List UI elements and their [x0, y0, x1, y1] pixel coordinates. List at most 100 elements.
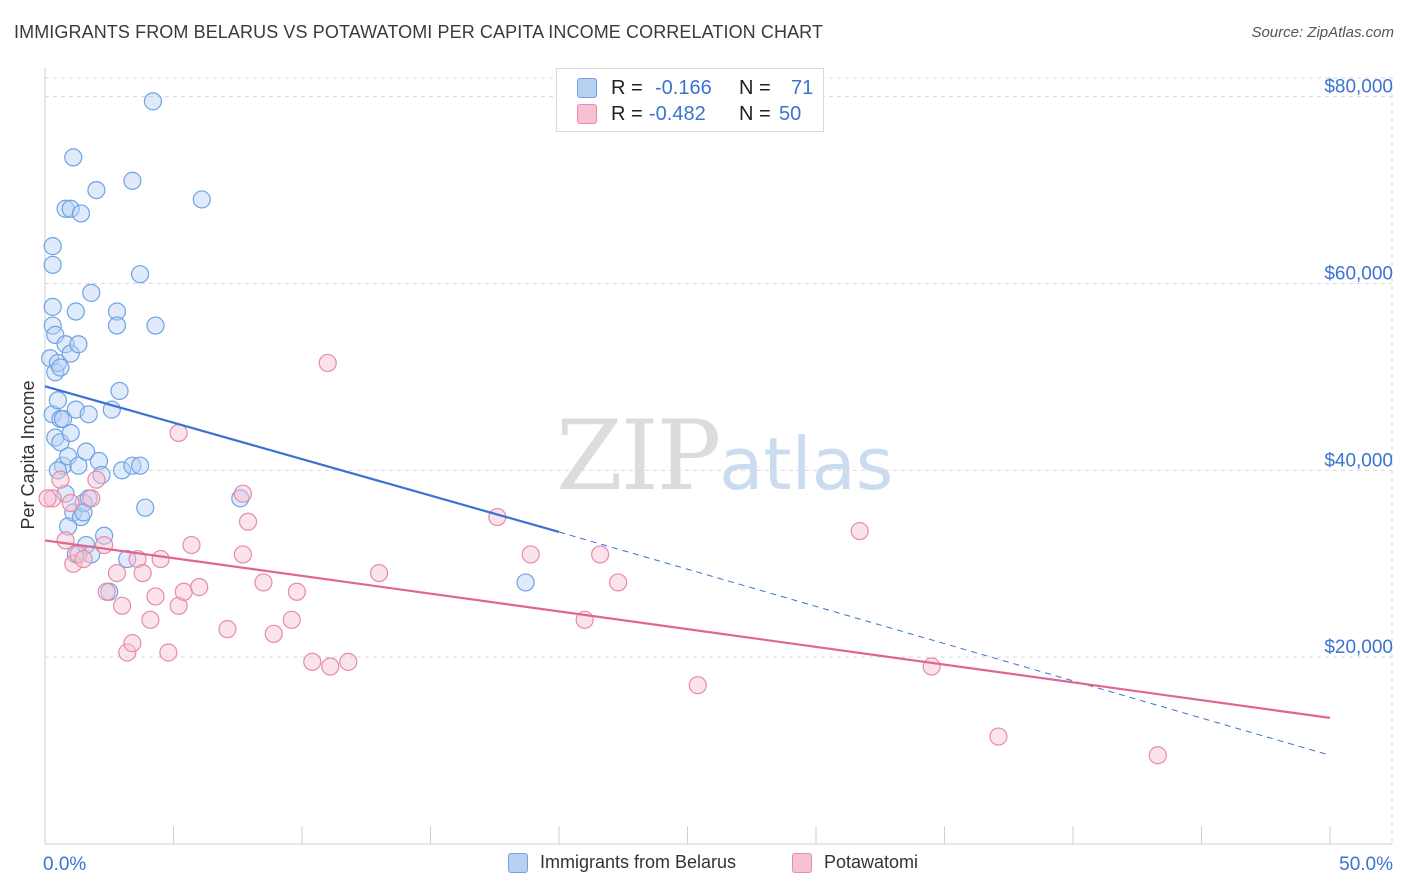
data-point [233, 484, 252, 503]
series-legend: Immigrants from Belarus Potawatomi [0, 852, 1406, 878]
y-axis-label: Per Capita Income [18, 380, 38, 529]
source-label: Source: ZipAtlas.com [1251, 24, 1394, 41]
x-tick-label-max: 50.0% [1339, 854, 1393, 875]
legend-item-belarus[interactable]: Immigrants from Belarus [508, 852, 736, 873]
trend-line-potawatomi [44, 539, 1331, 719]
data-point [850, 521, 869, 541]
data-point [61, 344, 80, 363]
data-point [107, 316, 127, 335]
data-point [82, 283, 101, 302]
y-tick-label: $80,000 [1324, 77, 1393, 98]
data-point [74, 503, 93, 522]
n-value-potawatomi: 50 [779, 102, 802, 125]
data-point [59, 447, 78, 466]
data-point [43, 489, 62, 508]
data-point [151, 549, 170, 569]
watermark: ZIPatlas [556, 400, 893, 512]
data-point [43, 297, 62, 316]
legend-swatch-potawatomi [792, 852, 812, 873]
x-tick-label-min: 0.0% [43, 854, 86, 875]
y-tick-label: $60,000 [1324, 264, 1393, 285]
data-point [318, 353, 337, 373]
data-point [143, 92, 163, 111]
data-point [61, 493, 80, 513]
watermark-atlas: atlas [719, 422, 894, 506]
n-label: N = [739, 102, 771, 125]
legend-swatch-belarus [508, 852, 528, 873]
data-point [521, 545, 540, 564]
data-point [107, 563, 127, 583]
r-value-belarus: -0.166 [655, 76, 712, 99]
legend-row-potawatomi: R = -0.482 N = 50 [577, 101, 801, 127]
data-point [89, 451, 109, 471]
data-point [133, 563, 152, 583]
data-point [64, 148, 83, 167]
data-point [169, 423, 188, 443]
data-point [136, 498, 155, 517]
data-point [169, 596, 188, 615]
data-point [370, 563, 389, 583]
data-point [989, 727, 1008, 746]
data-point [146, 316, 165, 335]
correlation-legend: R = -0.166 N = 71 R = -0.482 N = 50 [556, 68, 824, 132]
data-point [87, 470, 106, 489]
data-point [74, 549, 93, 569]
r-label: R = [611, 76, 643, 99]
data-point [77, 442, 96, 461]
data-point [159, 643, 178, 662]
data-point [118, 549, 137, 569]
data-points [38, 92, 1167, 765]
data-point [46, 325, 65, 344]
data-point [59, 517, 78, 536]
data-point [82, 489, 101, 508]
data-point [64, 554, 83, 573]
trend-lines [44, 385, 1331, 756]
data-point [123, 634, 142, 653]
legend-swatch-potawatomi [577, 104, 597, 124]
data-point [182, 535, 201, 555]
data-point [56, 531, 75, 550]
data-point [43, 237, 62, 256]
grid-lines [45, 77, 1393, 844]
data-point [61, 423, 80, 443]
n-value-belarus: 71 [791, 76, 814, 99]
r-value-potawatomi: -0.482 [649, 102, 706, 125]
axes [44, 68, 1392, 845]
data-point [303, 652, 322, 671]
data-point [48, 391, 67, 410]
data-point [112, 461, 132, 480]
data-point [516, 573, 535, 592]
data-point [51, 358, 70, 377]
watermark-zip: ZIP [556, 400, 721, 512]
data-point [87, 180, 106, 200]
data-point [238, 512, 258, 531]
data-point [218, 620, 237, 639]
data-point [282, 610, 301, 629]
data-point [97, 582, 116, 601]
data-point [922, 657, 941, 676]
data-point [190, 578, 209, 597]
data-point [118, 643, 137, 662]
data-point [287, 582, 306, 601]
data-point [609, 573, 628, 592]
data-point [123, 171, 142, 190]
data-point [233, 545, 252, 564]
data-point [123, 456, 142, 475]
data-point [321, 657, 340, 676]
legend-item-potawatomi[interactable]: Potawatomi [792, 852, 918, 873]
data-point [174, 582, 193, 601]
data-point [95, 535, 114, 555]
data-point [110, 381, 129, 401]
trend-line-belarus [44, 385, 560, 534]
data-point [339, 652, 358, 671]
data-point [254, 573, 273, 592]
data-point [192, 190, 211, 209]
y-tick-label: $20,000 [1324, 637, 1393, 658]
data-point [69, 456, 88, 475]
chart-title: IMMIGRANTS FROM BELARUS VS POTAWATOMI PE… [14, 22, 824, 42]
trend-line-belarus-extrapolated [558, 531, 1331, 756]
legend-label-potawatomi: Potawatomi [824, 852, 919, 872]
data-point [95, 526, 114, 545]
data-point [130, 265, 150, 284]
